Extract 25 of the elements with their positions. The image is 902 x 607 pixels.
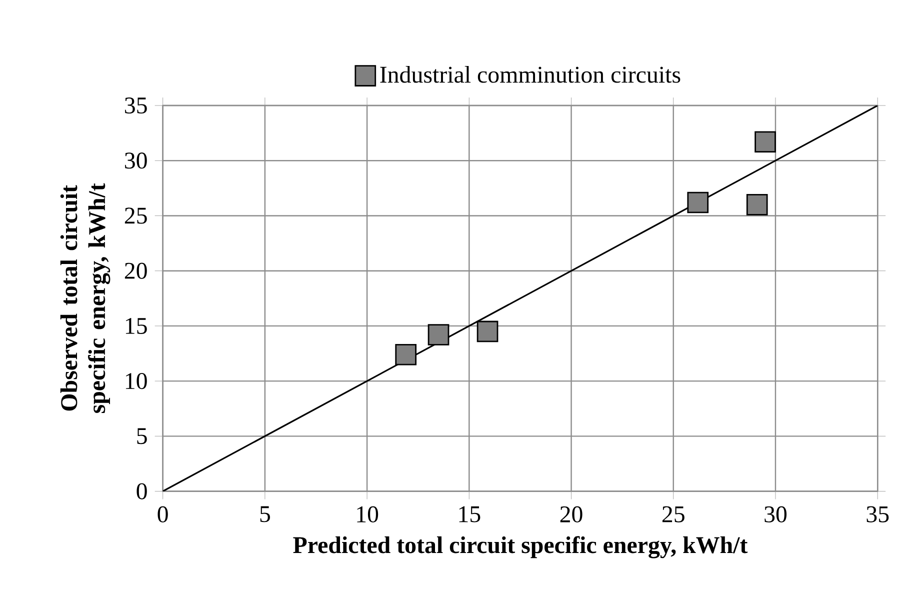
point xyxy=(687,192,709,214)
y-tick-label: 30 xyxy=(125,152,147,169)
x-tick-label: 25 xyxy=(662,506,684,522)
point xyxy=(395,344,417,366)
y-tick-label: 5 xyxy=(137,428,147,444)
y-tick-label: 35 xyxy=(125,97,147,114)
y-tick-label: 25 xyxy=(124,208,147,224)
x-tick-label: 5 xyxy=(260,506,270,522)
x-tick-label: 10 xyxy=(357,506,378,522)
point xyxy=(428,324,450,346)
x-tick-label: 0 xyxy=(158,506,168,522)
x-tick-label: 15 xyxy=(459,506,480,522)
x-axis-title: Predicted total circuit specific energy, kWh/t xyxy=(293,536,748,558)
point xyxy=(746,194,768,216)
y-tick-label: 10 xyxy=(126,372,147,390)
y-tick-label: 20 xyxy=(124,262,147,279)
point xyxy=(754,131,776,153)
y-axis-title: Observed total circuit specific energy, kWh/t xyxy=(60,183,110,413)
y-tick-label: 15 xyxy=(126,318,147,334)
point xyxy=(476,320,498,342)
x-tick-label: 35 xyxy=(866,506,889,522)
y-tick-label: 0 xyxy=(136,483,147,500)
x-tick-label: 30 xyxy=(764,506,787,522)
x-tick-label: 20 xyxy=(560,506,582,522)
legend-label: Industrial comminution circuits xyxy=(380,66,680,83)
